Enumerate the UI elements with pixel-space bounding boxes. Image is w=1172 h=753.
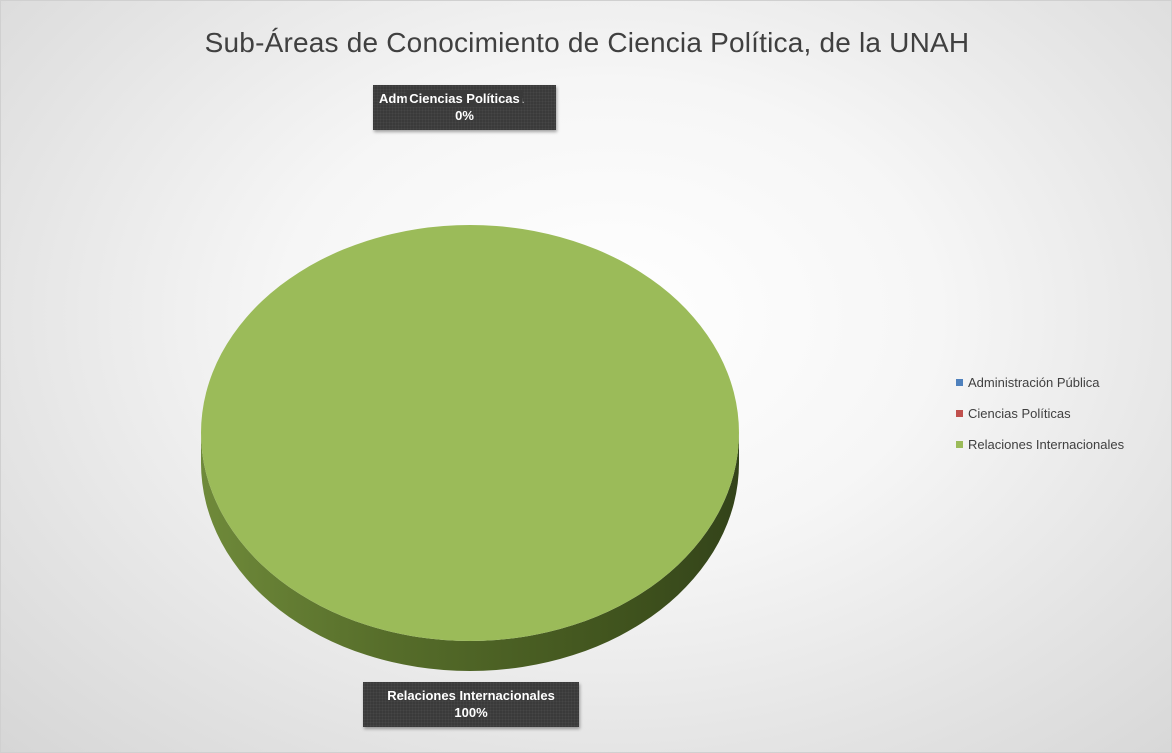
pie-slice-relaciones-internacionales bbox=[201, 225, 739, 641]
legend-item-administracion-publica: Administración Pública bbox=[956, 373, 1124, 391]
data-label-category: Ciencias Políticas bbox=[406, 90, 523, 107]
legend-label: Ciencias Políticas bbox=[968, 405, 1071, 421]
chart-title: Sub-Áreas de Conocimiento de Ciencia Pol… bbox=[204, 27, 970, 58]
legend-item-relaciones-internacionales: Relaciones Internacionales bbox=[956, 435, 1124, 453]
pie-slice-relaciones-internacionales bbox=[201, 225, 739, 641]
legend: Administración Pública Ciencias Política… bbox=[956, 373, 1124, 466]
legend-label: Relaciones Internacionales bbox=[968, 436, 1125, 452]
legend-item-ciencias-politicas: Ciencias Políticas bbox=[956, 404, 1124, 422]
legend-label: Administración Pública bbox=[968, 374, 1100, 390]
data-label-ciencias-politicas: Administración Pública Ciencias Política… bbox=[373, 85, 556, 130]
legend-swatch bbox=[956, 378, 963, 386]
data-label-value: 0% bbox=[455, 108, 474, 123]
data-label-relaciones-internacionales: Relaciones Internacionales 100% bbox=[363, 682, 579, 727]
data-label-value: 100% bbox=[454, 705, 488, 720]
data-label-category: Relaciones Internacionales bbox=[387, 688, 555, 703]
legend-swatch bbox=[956, 409, 963, 417]
legend-swatch bbox=[956, 440, 963, 448]
